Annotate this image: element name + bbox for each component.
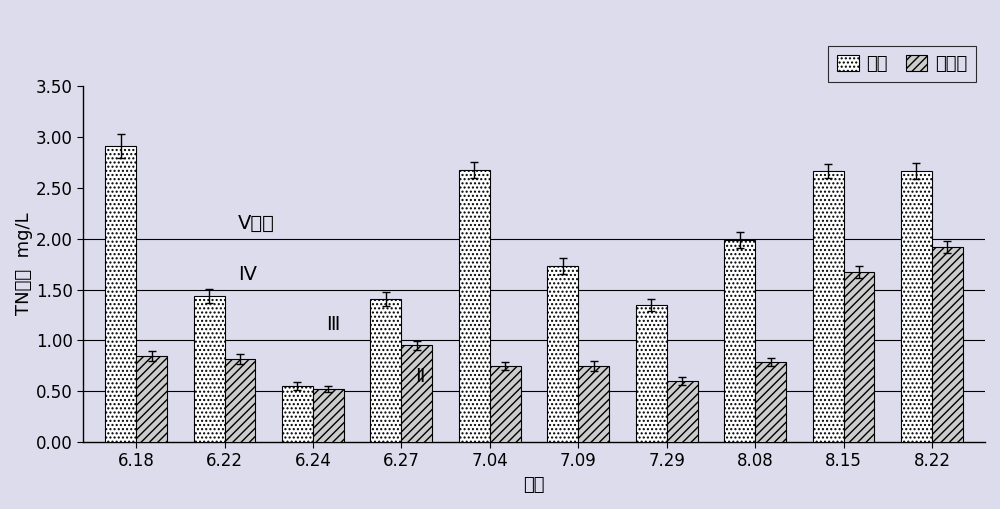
Text: V类水: V类水 [238,214,275,233]
Bar [225,359,255,442]
Bar [370,299,401,442]
Bar [636,305,667,442]
Bar [401,346,432,442]
Bar [578,366,609,442]
X-axis label: 日期: 日期 [523,476,545,494]
Bar [755,362,786,442]
Bar [667,381,698,442]
Bar [724,240,755,442]
Bar [136,356,167,442]
Bar [844,272,874,442]
Bar [282,386,313,442]
Bar [901,171,932,442]
Legend: 进水, 田面水: 进水, 田面水 [828,45,976,82]
Text: IV: IV [238,266,257,285]
Bar [813,171,844,442]
Text: Ⅱ: Ⅱ [415,367,424,386]
Bar [490,366,521,442]
Y-axis label: TN浓度  mg/L: TN浓度 mg/L [15,213,33,316]
Bar [459,169,490,442]
Bar [105,146,136,442]
Bar [313,389,344,442]
Text: Ⅲ: Ⅲ [326,315,340,334]
Bar [547,266,578,442]
Bar [194,296,225,442]
Bar [932,247,963,442]
